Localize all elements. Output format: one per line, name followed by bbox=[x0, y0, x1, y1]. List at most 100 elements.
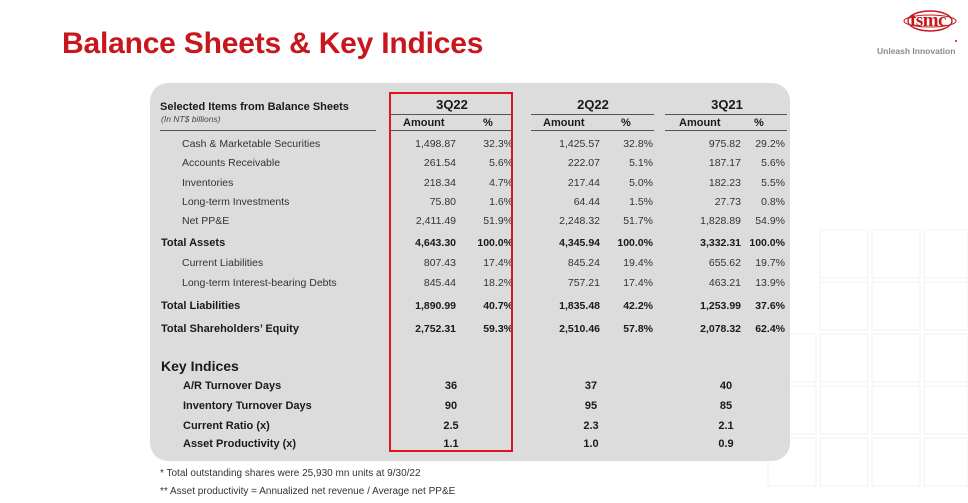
key-index-value: 2.5 bbox=[443, 420, 459, 432]
logo-text: tsmc bbox=[910, 10, 946, 31]
amount-cell: 1,425.57 bbox=[559, 138, 600, 150]
header-rule-top-0 bbox=[389, 114, 513, 115]
percent-cell: 17.4% bbox=[483, 257, 513, 269]
amount-cell: 2,078.32 bbox=[700, 323, 741, 335]
header-rule-bottom-1 bbox=[531, 130, 654, 131]
footnote-asset-productivity: ** Asset productivity = Annualized net r… bbox=[160, 486, 456, 497]
percent-cell: 54.9% bbox=[755, 215, 785, 227]
percent-cell: 59.3% bbox=[483, 323, 513, 335]
percent-cell: 4.7% bbox=[489, 177, 513, 189]
key-indices-title: Key Indices bbox=[161, 358, 239, 374]
header-rule-bottom-2 bbox=[665, 130, 787, 131]
amount-cell: 807.43 bbox=[423, 257, 456, 269]
amount-cell: 1,828.89 bbox=[700, 215, 741, 227]
amount-cell: 1,253.99 bbox=[700, 300, 741, 312]
percent-cell: 32.3% bbox=[483, 138, 513, 150]
percent-cell: 51.7% bbox=[623, 215, 653, 227]
amount-cell: 222.07 bbox=[567, 157, 600, 169]
amount-cell: 2,752.31 bbox=[415, 323, 456, 335]
percent-cell: 5.0% bbox=[629, 177, 653, 189]
tsmc-logo-icon bbox=[903, 10, 957, 42]
percent-cell: 17.4% bbox=[623, 277, 653, 289]
amount-cell: 64.44 bbox=[573, 196, 600, 208]
current-quarter-highlight bbox=[389, 92, 513, 452]
row-label: Inventories bbox=[182, 177, 234, 189]
key-index-value: 90 bbox=[444, 400, 458, 412]
percent-cell: 5.5% bbox=[761, 177, 785, 189]
key-index-label: A/R Turnover Days bbox=[183, 380, 282, 392]
percent-cell: 40.7% bbox=[483, 300, 513, 312]
percent-cell: 19.4% bbox=[623, 257, 653, 269]
key-index-value: 1.1 bbox=[443, 438, 459, 450]
amount-cell: 1,835.48 bbox=[559, 300, 600, 312]
percent-cell: 1.6% bbox=[489, 196, 513, 208]
percent-cell: 29.2% bbox=[755, 138, 785, 150]
percent-cell: 13.9% bbox=[755, 277, 785, 289]
percent-cell: 51.9% bbox=[483, 215, 513, 227]
key-index-value: 40 bbox=[719, 380, 733, 392]
key-index-value: 2.1 bbox=[718, 420, 734, 432]
header-rule-top-1 bbox=[531, 114, 654, 115]
percent-cell: 18.2% bbox=[483, 277, 513, 289]
amount-cell: 757.21 bbox=[567, 277, 600, 289]
amount-cell: 27.73 bbox=[714, 196, 741, 208]
percent-cell: 100.0% bbox=[749, 237, 785, 249]
row-label: Current Liabilities bbox=[182, 257, 264, 269]
row-label: Accounts Receivable bbox=[182, 157, 281, 169]
amount-cell: 3,332.31 bbox=[700, 237, 741, 249]
label-column-rule bbox=[160, 130, 376, 131]
percent-cell: 57.8% bbox=[623, 323, 653, 335]
amount-header-0: Amount bbox=[403, 117, 445, 129]
percent-cell: 42.2% bbox=[623, 300, 653, 312]
key-index-value: 2.3 bbox=[583, 420, 599, 432]
amount-cell: 845.44 bbox=[423, 277, 456, 289]
percent-cell: 37.6% bbox=[755, 300, 785, 312]
amount-cell: 463.21 bbox=[708, 277, 741, 289]
amount-cell: 845.24 bbox=[567, 257, 600, 269]
amount-cell: 655.62 bbox=[708, 257, 741, 269]
key-index-value: 0.9 bbox=[718, 438, 734, 450]
percent-cell: 1.5% bbox=[629, 196, 653, 208]
row-label: Total Assets bbox=[161, 237, 226, 249]
key-index-value: 36 bbox=[444, 380, 458, 392]
percent-cell: 62.4% bbox=[755, 323, 785, 335]
amount-cell: 4,345.94 bbox=[559, 237, 600, 249]
pct-header-0: % bbox=[483, 117, 493, 129]
percent-cell: 32.8% bbox=[623, 138, 653, 150]
footnote-shares: * Total outstanding shares were 25,930 m… bbox=[160, 468, 421, 479]
amount-cell: 1,498.87 bbox=[415, 138, 456, 150]
percent-cell: 100.0% bbox=[477, 237, 513, 249]
amount-cell: 218.34 bbox=[423, 177, 456, 189]
row-label: Long-term Investments bbox=[182, 196, 290, 208]
row-label: Total Liabilities bbox=[161, 300, 241, 312]
percent-cell: 0.8% bbox=[761, 196, 785, 208]
section-title: Selected Items from Balance Sheets bbox=[160, 101, 349, 113]
brand-tagline: Unleash Innovation bbox=[877, 46, 956, 56]
key-index-value: 1.0 bbox=[583, 438, 599, 450]
balance-sheet-panel bbox=[150, 83, 790, 461]
amount-cell: 975.82 bbox=[708, 138, 741, 150]
key-index-label: Inventory Turnover Days bbox=[183, 400, 312, 412]
period-header-2: 3Q21 bbox=[711, 97, 743, 112]
amount-cell: 182.23 bbox=[708, 177, 741, 189]
period-header-1: 2Q22 bbox=[577, 97, 609, 112]
amount-header-1: Amount bbox=[543, 117, 585, 129]
amount-cell: 187.17 bbox=[708, 157, 741, 169]
amount-cell: 261.54 bbox=[423, 157, 456, 169]
amount-cell: 4,643.30 bbox=[415, 237, 456, 249]
percent-cell: 5.6% bbox=[761, 157, 785, 169]
row-label: Long-term Interest-bearing Debts bbox=[182, 277, 337, 289]
page-title: Balance Sheets & Key Indices bbox=[62, 27, 484, 60]
amount-cell: 2,248.32 bbox=[559, 215, 600, 227]
header-rule-top-2 bbox=[665, 114, 787, 115]
amount-cell: 1,890.99 bbox=[415, 300, 456, 312]
period-header-0: 3Q22 bbox=[436, 97, 468, 112]
pct-header-1: % bbox=[621, 117, 631, 129]
key-index-value: 85 bbox=[719, 400, 733, 412]
key-index-value: 37 bbox=[584, 380, 598, 392]
amount-cell: 2,411.49 bbox=[415, 215, 456, 227]
header-rule-bottom-0 bbox=[389, 130, 513, 131]
amount-cell: 2,510.46 bbox=[559, 323, 600, 335]
amount-cell: 75.80 bbox=[429, 196, 456, 208]
percent-cell: 5.1% bbox=[629, 157, 653, 169]
